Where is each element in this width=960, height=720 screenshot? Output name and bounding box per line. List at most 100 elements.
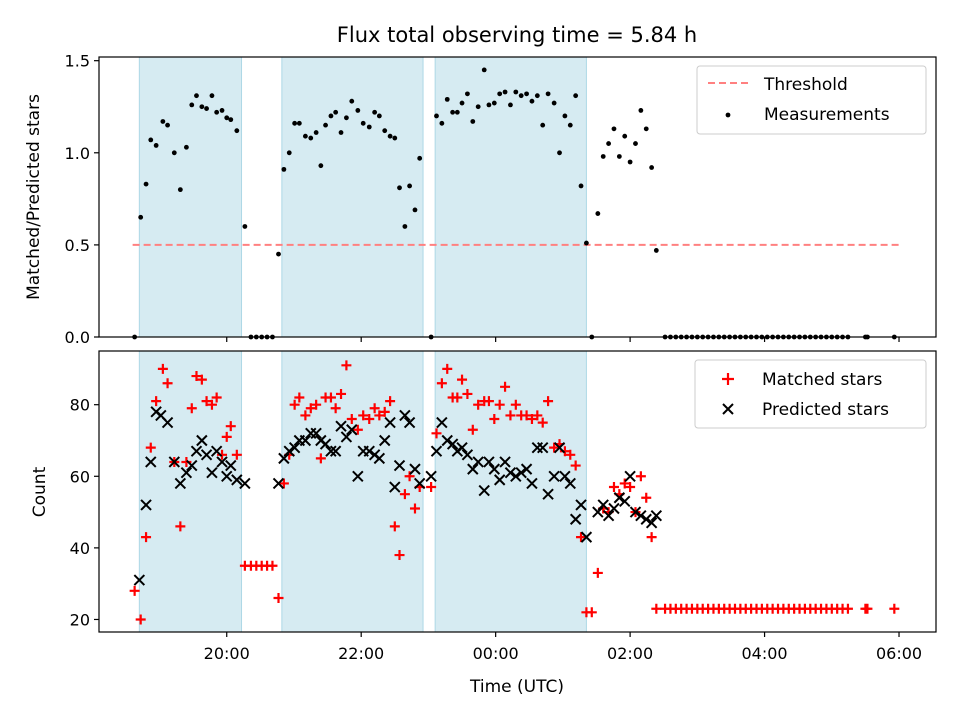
shaded-interval-2	[281, 350, 424, 633]
matched-star-point	[404, 471, 415, 482]
measurement-point	[439, 120, 445, 126]
predicted-star-point	[456, 441, 468, 454]
predicted-star-point	[472, 456, 484, 468]
top-panel: 0.0 0.5 1.0 1.5 Matched/Predicted stars Thr…	[24, 52, 937, 347]
matched-star-point	[889, 603, 900, 614]
measurement-point	[402, 224, 408, 229]
matched-star-point	[394, 550, 405, 561]
measurement-point	[497, 91, 503, 97]
predicted-star-point	[461, 449, 474, 461]
predicted-star-point	[352, 470, 364, 482]
matched-star-point	[442, 363, 453, 374]
top-x-ticks	[226, 337, 900, 342]
matched-star-point	[521, 410, 532, 421]
y-tick-label: 80	[70, 396, 90, 415]
predicted-star-point	[569, 513, 582, 525]
matched-star-point	[273, 592, 284, 603]
measurement-point	[475, 104, 481, 110]
predicted-star-point	[299, 434, 312, 447]
legend-predicted-label: Predicted stars	[762, 400, 889, 420]
matched-star-point	[186, 403, 197, 414]
predicted-star-point	[168, 456, 181, 468]
predicted-star-point	[430, 445, 443, 457]
measurement-point	[333, 109, 339, 115]
matched-star-point	[452, 392, 463, 403]
measurement-point	[165, 122, 170, 128]
predicted-star-point	[575, 499, 587, 511]
predicted-star-point	[488, 463, 501, 475]
predicted-star-point	[515, 466, 527, 479]
matched-star-point	[635, 471, 646, 482]
measurement-point	[228, 117, 234, 123]
predicted-star-point	[272, 477, 285, 490]
measurement-point	[540, 122, 546, 128]
measurement-point	[595, 211, 601, 216]
predicted-star-point	[310, 427, 322, 440]
matched-star-point	[505, 410, 516, 421]
measurement-point	[444, 96, 450, 102]
top-legend: Threshold Measurements	[696, 65, 927, 135]
predicted-star-point	[399, 409, 411, 422]
predicted-star-point	[493, 474, 506, 486]
predicted-star-point	[478, 484, 490, 497]
measurement-point	[138, 214, 144, 220]
predicted-star-point	[373, 452, 386, 465]
matched-star-point	[543, 396, 554, 407]
matched-star-point	[494, 399, 505, 410]
matched-star-point	[862, 603, 873, 614]
predicted-star-point	[504, 466, 517, 479]
measurement-point	[183, 144, 189, 150]
measurement-point	[302, 133, 308, 139]
measurement-point	[209, 93, 215, 99]
measurement-point	[224, 115, 230, 121]
matched-star-point	[389, 521, 400, 532]
legend-predicted-swatch	[722, 403, 734, 415]
top-plot-frame	[98, 56, 937, 338]
measurement-point	[481, 67, 487, 73]
predicted-star-point	[446, 438, 459, 450]
x-tick-label: 20:00	[204, 644, 250, 663]
matched-star-point	[162, 378, 173, 389]
measurement-point	[344, 115, 349, 121]
y-tick-label: 1.5	[65, 52, 90, 71]
matched-star-point	[565, 449, 576, 460]
measurement-point	[611, 126, 617, 132]
bottom-legend-box	[694, 359, 927, 429]
matched-star-point	[330, 403, 341, 414]
top-points-layer	[132, 67, 897, 340]
bottom-shading-layer	[138, 350, 587, 633]
legend-measurements-swatch	[725, 112, 731, 118]
predicted-star-point	[174, 477, 187, 490]
measurement-point	[286, 150, 292, 156]
matched-star-point	[289, 399, 300, 410]
matched-star-point	[646, 532, 657, 543]
matched-star-point	[294, 392, 305, 403]
measurement-point	[372, 109, 378, 115]
predicted-star-point	[624, 470, 636, 482]
y-tick-label: 0.0	[65, 328, 90, 347]
matched-star-point	[549, 442, 560, 453]
matched-star-point	[225, 421, 236, 432]
predicted-star-point	[526, 477, 538, 490]
matched-star-point	[457, 374, 468, 385]
predicted-star-point	[499, 456, 511, 468]
measurement-point	[450, 109, 456, 115]
matched-star-point	[278, 478, 289, 489]
predicted-star-point	[335, 420, 347, 432]
measurement-point	[627, 159, 633, 165]
predicted-star-point	[389, 481, 401, 493]
predicted-star-point	[190, 445, 203, 457]
measurement-point	[600, 154, 606, 159]
measurement-point	[219, 108, 225, 113]
matched-star-point	[352, 424, 363, 435]
measurement-point	[338, 130, 344, 135]
measurement-point	[397, 185, 402, 191]
measurement-point	[545, 91, 551, 97]
measurement-point	[486, 102, 492, 108]
matched-star-point	[305, 403, 316, 414]
matched-star-point	[151, 396, 162, 407]
bottom-legend: Matched stars Predicted stars	[694, 359, 927, 429]
measurement-point	[557, 150, 562, 156]
predicted-star-point	[520, 463, 533, 475]
